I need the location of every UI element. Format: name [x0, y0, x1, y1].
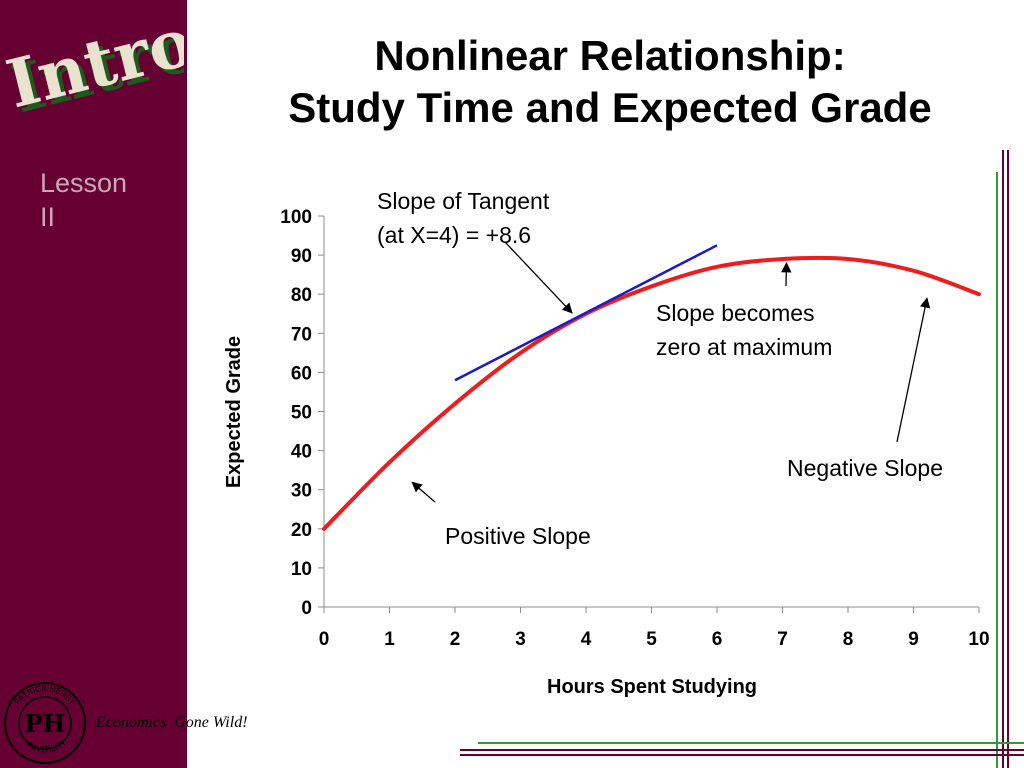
y-tick-label: 40 — [291, 442, 312, 463]
annotation-tangent-slope: Slope of Tangent — [377, 188, 550, 214]
y-tick-label: 80 — [291, 285, 312, 306]
border-rule-green-horizontal — [478, 742, 1024, 744]
grade-curve — [322, 255, 981, 531]
x-tick-label: 8 — [843, 629, 854, 650]
annotation-tangent-slope: (at X=4) = +8.6 — [377, 222, 531, 248]
sidebar — [0, 0, 187, 768]
lesson-label: Lesson II — [40, 166, 127, 234]
arrow-tangent-slope — [504, 241, 573, 314]
series-layer — [322, 244, 981, 531]
x-tick-label: 9 — [908, 629, 919, 650]
x-tick-label: 3 — [515, 629, 526, 650]
arrow-zero-slope — [781, 261, 792, 287]
y-tick-label: 30 — [291, 481, 312, 502]
y-tick-label: 90 — [291, 246, 312, 267]
border-rule-maroon-vertical-2 — [1007, 150, 1009, 768]
footer-brand: Economics Gone Wild! — [96, 714, 248, 732]
y-tick-label: 70 — [291, 324, 312, 345]
y-axis-label: Expected Grade — [223, 336, 245, 488]
tangent-line — [454, 244, 718, 382]
title-line-2: Study Time and Expected Grade — [288, 84, 932, 131]
x-axis-label: Hours Spent Studying — [547, 676, 757, 698]
annotation-positive-slope: Positive Slope — [445, 523, 591, 549]
y-tick-label: 0 — [301, 598, 312, 619]
x-tick-label: 4 — [581, 629, 592, 650]
annotation-zero-slope: Slope becomes — [656, 300, 815, 326]
x-tick-label: 2 — [450, 629, 461, 650]
arrow-positive-slope — [411, 481, 436, 503]
annotation-layer: Slope of Tangent (at X=4) = +8.6 Slope bec… — [377, 188, 943, 549]
annotation-negative-slope: Negative Slope — [787, 455, 943, 481]
seal-monogram: PH — [25, 709, 66, 738]
border-rule-green-vertical — [996, 172, 998, 768]
y-tick-label: 60 — [291, 363, 312, 384]
lesson-line-1: Lesson — [40, 168, 128, 198]
university-seal: PATRICK HENRY UNIVERSITY PH — [4, 682, 86, 764]
annotation-zero-slope: zero at maximum — [656, 334, 832, 360]
y-tick-label: 100 — [280, 207, 312, 228]
intro-logo: Intro Intro — [4, 4, 184, 128]
border-rule-maroon-horizontal-2 — [460, 754, 1024, 756]
y-tick-label: 10 — [291, 559, 312, 580]
x-tick-label: 0 — [319, 629, 330, 650]
border-rule-maroon-vertical-1 — [1002, 150, 1004, 768]
border-rule-maroon-horizontal-1 — [460, 749, 1024, 751]
x-tick-label: 5 — [646, 629, 657, 650]
slide-title: Nonlinear Relationship: Study Time and E… — [200, 30, 1020, 134]
x-tick-label: 10 — [968, 629, 989, 650]
axes: 0 10 20 30 40 50 60 70 80 90 100 0 1 2 3 4 5 6 7 8 9 10 — [280, 207, 989, 650]
title-line-1: Nonlinear Relationship: — [374, 32, 846, 79]
x-tick-label: 6 — [712, 629, 723, 650]
x-tick-label: 7 — [777, 629, 788, 650]
footer-word-economics: Economics — [96, 714, 167, 731]
arrow-negative-slope — [896, 297, 931, 443]
y-tick-label: 50 — [291, 403, 312, 424]
x-tick-label: 1 — [384, 629, 395, 650]
lesson-line-2: II — [40, 202, 56, 232]
footer-word-gone-wild: Gone Wild! — [174, 714, 248, 731]
y-tick-label: 20 — [291, 520, 312, 541]
